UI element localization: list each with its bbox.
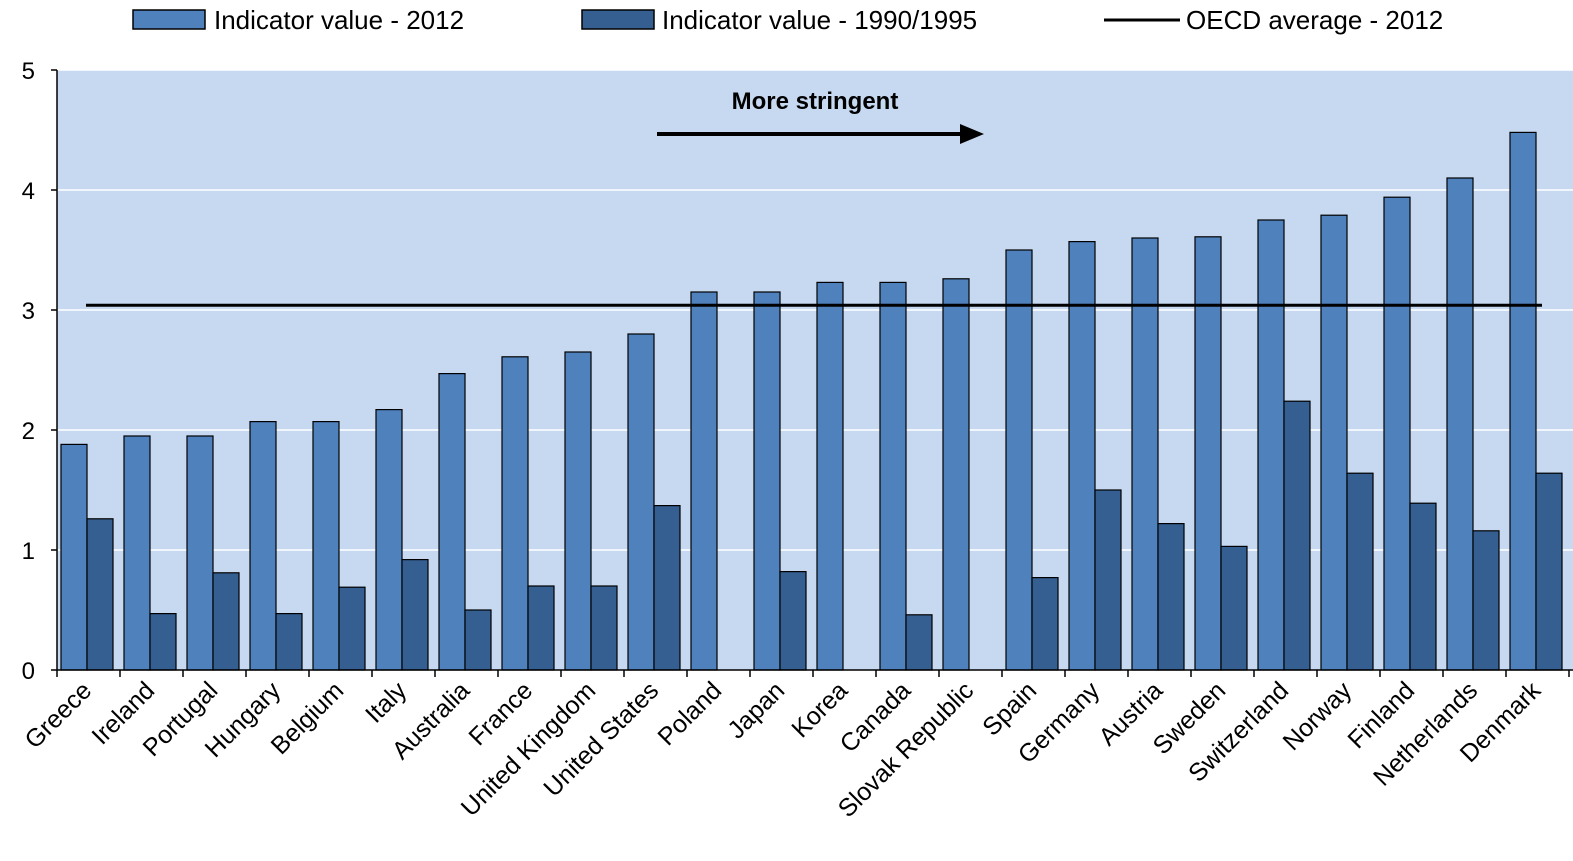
y-tick-labels: 0 1 2 3 4 5 bbox=[22, 58, 35, 685]
bar-2012 bbox=[60, 443, 88, 671]
bar-1990-1995 bbox=[1031, 576, 1059, 671]
y-tick-label: 5 bbox=[22, 58, 35, 85]
bar-1990-1995 bbox=[1094, 489, 1122, 671]
bar-2012 bbox=[438, 373, 466, 671]
bar-1990-1995 bbox=[527, 585, 555, 671]
bar-2012 bbox=[564, 351, 592, 671]
bar-1990-1995 bbox=[401, 558, 429, 671]
bar-1990-1995 bbox=[464, 609, 492, 671]
bar-2012 bbox=[1509, 131, 1537, 671]
y-tick-label: 4 bbox=[22, 178, 35, 205]
bar-1990-1995 bbox=[338, 586, 366, 671]
bar-1990-1995 bbox=[1409, 502, 1437, 671]
bar-2012 bbox=[690, 291, 718, 671]
y-tick-label: 2 bbox=[22, 418, 35, 445]
bar-2012 bbox=[942, 278, 970, 671]
bar-2012 bbox=[1446, 177, 1474, 671]
x-tick-label: Greece bbox=[19, 676, 97, 754]
x-tick-label: Italy bbox=[360, 676, 413, 729]
x-tick-label: Japan bbox=[722, 676, 790, 744]
bar-2012 bbox=[501, 356, 529, 671]
annotation-label: More stringent bbox=[732, 88, 899, 115]
legend: Indicator value - 2012 Indicator value -… bbox=[132, 5, 1443, 35]
bar-2012 bbox=[186, 435, 214, 671]
bar-1990-1995 bbox=[1472, 530, 1500, 671]
bar-2012 bbox=[879, 281, 907, 671]
bar-2012 bbox=[312, 421, 340, 671]
bar-1990-1995 bbox=[86, 518, 114, 671]
legend-swatch-1990 bbox=[581, 9, 655, 30]
bar-1990-1995 bbox=[779, 570, 807, 671]
legend-label-1990: Indicator value - 1990/1995 bbox=[662, 5, 977, 35]
bar-2012 bbox=[1131, 237, 1159, 671]
y-tick-label: 1 bbox=[22, 538, 35, 565]
bar-1990-1995 bbox=[212, 572, 240, 671]
legend-label-2012: Indicator value - 2012 bbox=[214, 5, 464, 35]
bar-1990-1995 bbox=[275, 612, 303, 671]
axes bbox=[51, 69, 1573, 677]
bar-2012 bbox=[123, 435, 151, 671]
bar-2012 bbox=[816, 281, 844, 671]
arrow-right-icon bbox=[657, 124, 984, 144]
legend-label-oecd: OECD average - 2012 bbox=[1186, 5, 1443, 35]
bar-2012 bbox=[1194, 236, 1222, 671]
x-tick-label: Norway bbox=[1278, 676, 1358, 756]
bar-2012 bbox=[1257, 219, 1285, 671]
gridlines bbox=[57, 69, 1573, 551]
legend-swatch-2012 bbox=[132, 9, 206, 30]
bar-1990-1995 bbox=[905, 614, 933, 671]
bar-1990-1995 bbox=[1283, 400, 1311, 671]
bar-1990-1995 bbox=[149, 612, 177, 671]
bar-2012 bbox=[753, 291, 781, 671]
bar-1990-1995 bbox=[653, 505, 681, 671]
bar-1990-1995 bbox=[1220, 545, 1248, 671]
bar-1990-1995 bbox=[590, 585, 618, 671]
y-tick-label: 3 bbox=[22, 298, 35, 325]
bar-2012 bbox=[1005, 249, 1033, 671]
y-tick-label: 0 bbox=[22, 658, 35, 685]
bar-2012 bbox=[375, 409, 403, 671]
x-tick-label: Poland bbox=[652, 676, 727, 751]
bar-2012 bbox=[249, 421, 277, 671]
plot-area bbox=[57, 70, 1573, 670]
bar-1990-1995 bbox=[1346, 472, 1374, 671]
bar-1990-1995 bbox=[1535, 472, 1563, 671]
bar-2012 bbox=[627, 333, 655, 671]
bar-2012 bbox=[1383, 196, 1411, 671]
bar-2012 bbox=[1068, 241, 1096, 671]
bar-1990-1995 bbox=[1157, 522, 1185, 671]
bar-2012 bbox=[1320, 214, 1348, 671]
